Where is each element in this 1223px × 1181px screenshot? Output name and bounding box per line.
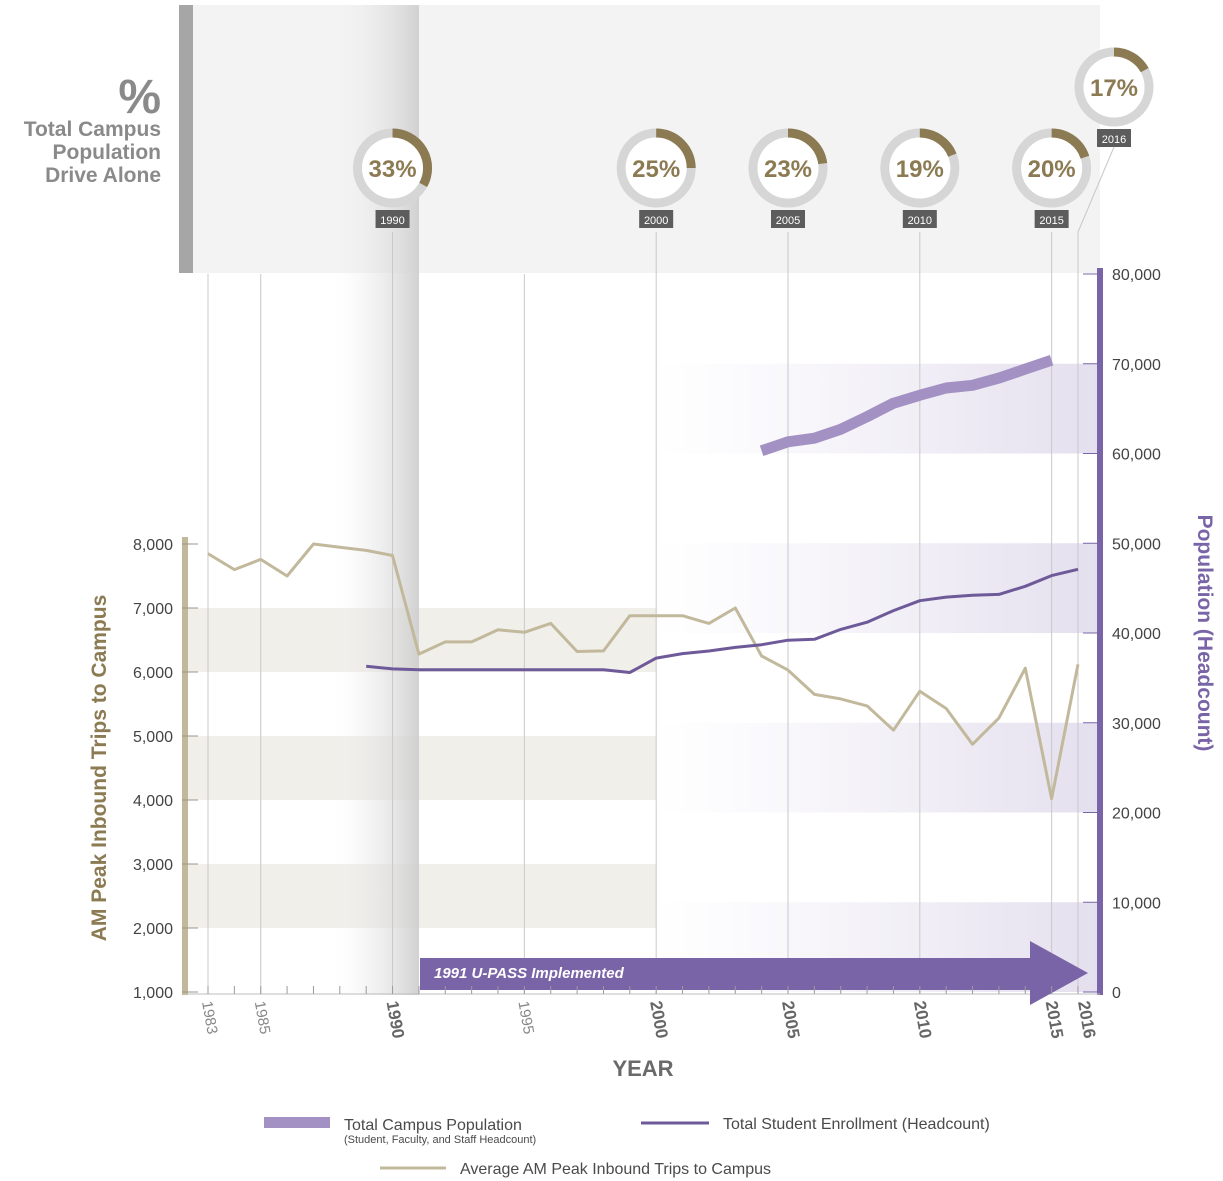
right-tick-label: 80,000 <box>1112 267 1161 284</box>
left-tick-label: 5,000 <box>133 729 173 746</box>
donut-year-label: 2000 <box>644 215 668 227</box>
grid-lines <box>207 232 1079 994</box>
right-tick-label: 10,000 <box>1112 895 1161 912</box>
x-tick-label: 1983 <box>198 1000 221 1036</box>
donut-year-tag <box>1034 210 1069 228</box>
legend-label-enrollment: Total Student Enrollment (Headcount) <box>723 1116 990 1133</box>
upass-arrow <box>420 941 1088 1005</box>
donut-face <box>1021 137 1083 199</box>
left-tick-label: 7,000 <box>133 601 173 618</box>
donut-arc <box>392 128 433 188</box>
donut-face <box>1083 56 1145 118</box>
left-tick-label: 6,000 <box>133 665 173 682</box>
donut-value: 17% <box>1090 75 1138 102</box>
left-tick-label: 3,000 <box>133 857 173 874</box>
header-line-2: Population <box>53 141 162 164</box>
y-axis-left-label: AM Peak Inbound Trips to Campus <box>88 595 111 942</box>
right-band <box>656 722 1097 813</box>
right-axis-bar <box>1097 268 1103 995</box>
donut-year-tag <box>771 210 805 228</box>
donut-year-label: 2016 <box>1102 134 1126 146</box>
right-tick-label: 40,000 <box>1112 626 1161 643</box>
donut-arc <box>1113 47 1149 73</box>
right-tick-label: 30,000 <box>1112 716 1161 733</box>
right-tick-label: 70,000 <box>1112 357 1161 374</box>
donut-face <box>889 137 951 199</box>
donut-year-tag <box>375 210 410 228</box>
header-percent-symbol: % <box>118 71 161 124</box>
donut-year-label: 2005 <box>776 215 800 227</box>
x-tick-label: 1990 <box>383 999 408 1040</box>
legend-swatch-campus-population <box>264 1117 330 1128</box>
series-layer <box>207 354 1080 801</box>
donut-year-label: 2010 <box>908 215 932 227</box>
left-band <box>188 608 657 672</box>
legend-note-campus-population: (Student, Faculty, and Staff Headcount) <box>344 1134 536 1146</box>
left-axis-bar <box>182 537 188 995</box>
right-tick-label: 60,000 <box>1112 447 1161 464</box>
right-tick-label: 0 <box>1112 985 1121 1002</box>
donut-year-tag <box>639 210 674 228</box>
legend-label-campus-population: Total Campus Population <box>344 1117 522 1134</box>
series-line-enrollment <box>366 567 1079 674</box>
x-tick-label: 2005 <box>778 999 803 1040</box>
donut-arc <box>1051 128 1090 159</box>
upass-annotation: 1991 U-PASS Implemented <box>434 965 625 982</box>
plot-bands <box>188 363 1097 992</box>
donut-year-tag <box>1097 129 1131 147</box>
legend: Total Campus Population (Student, Facult… <box>264 1116 990 1178</box>
donut-face <box>757 137 819 199</box>
header-line-3: Drive Alone <box>45 164 161 187</box>
x-tick-label: 2010 <box>910 999 935 1040</box>
donut-value: 33% <box>369 156 417 183</box>
legend-label-am-trips: Average AM Peak Inbound Trips to Campus <box>460 1161 771 1178</box>
series-line-am-trips <box>207 542 1080 801</box>
left-tick-label: 1,000 <box>133 985 173 1002</box>
x-tick-label: 2000 <box>646 999 671 1040</box>
series-line-campus-population <box>759 354 1054 457</box>
donut-year-tag <box>902 210 937 228</box>
drive-alone-donuts: 33% 1990 25% 2000 23% 2005 19% 2010 20% 2015 17% 20… <box>353 47 1154 274</box>
donut-value: 23% <box>764 156 812 183</box>
x-tick-label: 2016 <box>1074 999 1099 1040</box>
x-tick-label: 2015 <box>1042 999 1067 1040</box>
header-line-1: Total Campus <box>24 118 161 141</box>
y-axis-right-label: Population (Headcount) <box>1193 515 1216 752</box>
left-tick-label: 2,000 <box>133 921 173 938</box>
header-left-bar <box>179 5 193 273</box>
donut-value: 25% <box>632 156 680 183</box>
left-band <box>188 864 657 928</box>
donut-year-label: 1990 <box>380 215 404 227</box>
donut-arc <box>919 128 957 158</box>
x-tick-label: 1985 <box>251 1000 274 1036</box>
donut-value: 19% <box>896 156 944 183</box>
donut-value: 20% <box>1028 156 1076 183</box>
donut-arc <box>655 128 696 169</box>
donut-year-label: 2015 <box>1039 215 1063 227</box>
left-tick-label: 8,000 <box>133 537 173 554</box>
right-tick-label: 50,000 <box>1112 536 1161 553</box>
x-axis-label: YEAR <box>612 1056 673 1081</box>
donut-face <box>362 137 424 199</box>
left-band <box>188 736 657 800</box>
donut-face <box>625 137 687 199</box>
right-tick-label: 20,000 <box>1112 806 1161 823</box>
donut-2016-connector <box>1077 146 1115 274</box>
donut-arc <box>787 128 828 165</box>
x-tick-label: 1995 <box>514 1000 537 1036</box>
left-tick-label: 4,000 <box>133 793 173 810</box>
